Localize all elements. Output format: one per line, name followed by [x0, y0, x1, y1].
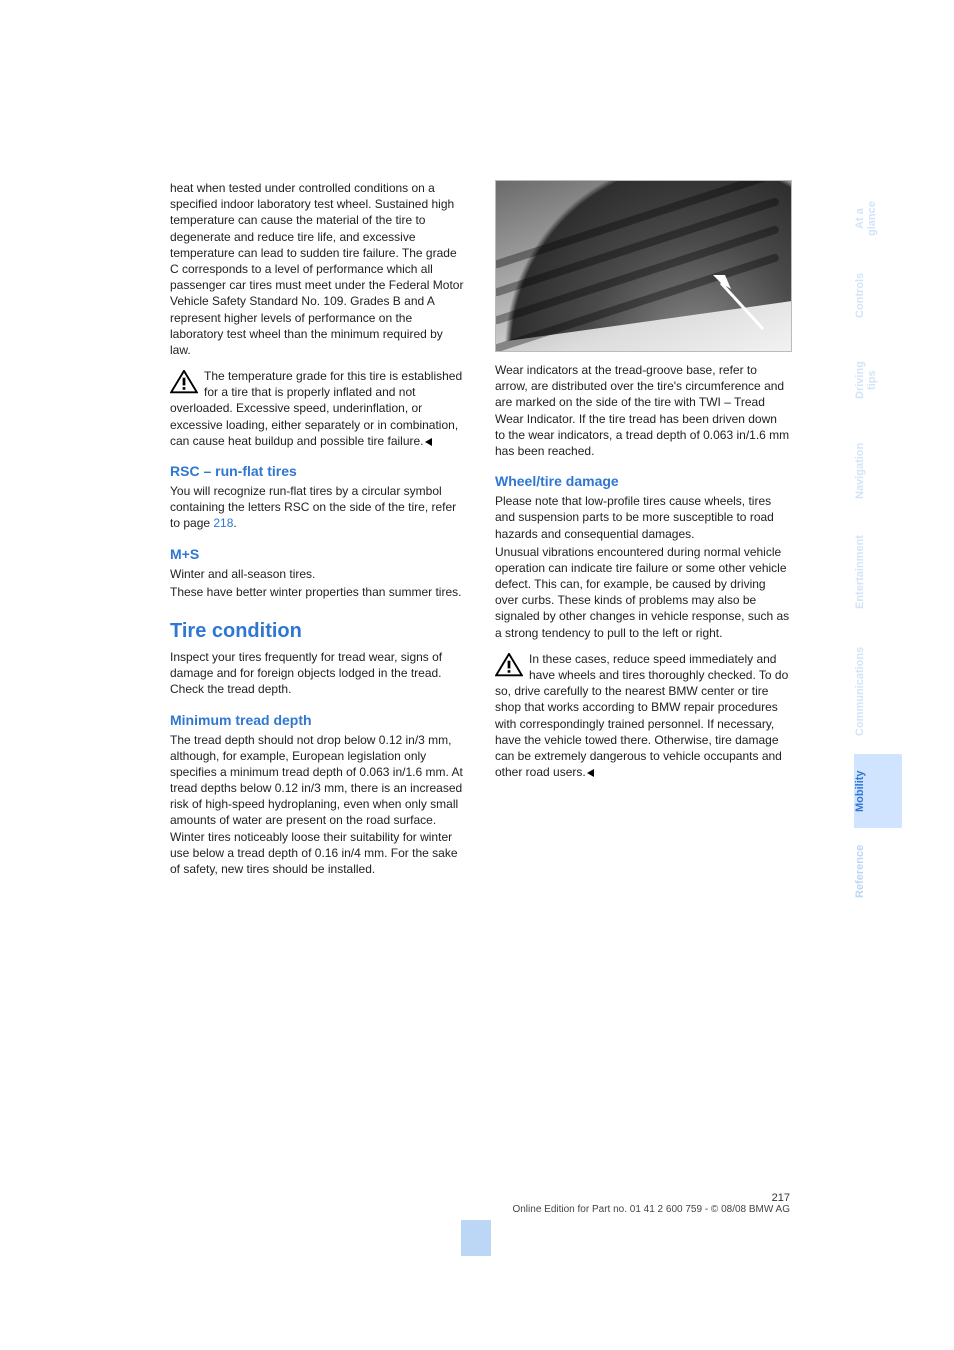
heading-ms: M+S — [170, 546, 465, 562]
heading-tire-condition: Tire condition — [170, 620, 465, 643]
para-wear-ind: Wear indicators at the tread-groove base… — [495, 362, 790, 459]
para-dmg2: Unusual vibrations encountered during no… — [495, 544, 790, 641]
warning-icon — [495, 653, 523, 677]
page: heat when tested under controlled condit… — [0, 0, 954, 1350]
heading-wheel-damage: Wheel/tire damage — [495, 473, 790, 489]
tab-communications[interactable]: Communications — [854, 628, 902, 754]
para-tc: Inspect your tires frequently for tread … — [170, 649, 465, 698]
tab-reference[interactable]: Reference — [854, 828, 902, 914]
tab-navigation[interactable]: Navigation — [854, 426, 902, 516]
tab-controls[interactable]: Controls — [854, 262, 902, 334]
tire-tread-image — [495, 180, 792, 352]
para-rsc-b: . — [233, 516, 236, 530]
para-heat: heat when tested under controlled condit… — [170, 180, 465, 358]
para-rsc: You will recognize run-flat tires by a c… — [170, 483, 465, 532]
footer-tab-marker — [461, 1220, 491, 1256]
content-columns: heat when tested under controlled condit… — [170, 180, 790, 879]
tab-at-a-glance[interactable]: At a glance — [854, 176, 902, 262]
para-ms2: These have better winter properties than… — [170, 584, 465, 600]
warning-reduce-speed: In these cases, reduce speed immediately… — [495, 651, 790, 781]
left-column: heat when tested under controlled condit… — [170, 180, 465, 879]
para-min-tread: The tread depth should not drop below 0.… — [170, 732, 465, 878]
end-marker-icon — [425, 438, 432, 446]
warning-text: In these cases, reduce speed immediately… — [495, 652, 788, 779]
side-tabs: At a glance Controls Driving tips Naviga… — [854, 176, 902, 914]
warning-text: The temperature grade for this tire is e… — [170, 369, 462, 448]
heading-rsc: RSC – run-flat tires — [170, 463, 465, 479]
tab-driving-tips[interactable]: Driving tips — [854, 334, 902, 426]
heading-min-tread: Minimum tread depth — [170, 712, 465, 728]
tab-entertainment[interactable]: Entertainment — [854, 516, 902, 628]
para-ms1: Winter and all-season tires. — [170, 566, 465, 582]
arrow-indicator-icon — [703, 267, 773, 337]
para-dmg1: Please note that low-profile tires cause… — [495, 493, 790, 542]
warning-icon — [170, 370, 198, 394]
link-page-218[interactable]: 218 — [213, 516, 233, 530]
right-column: Wear indicators at the tread-groove base… — [495, 180, 790, 879]
tab-mobility[interactable]: Mobility — [854, 754, 902, 828]
page-number: 217 — [170, 1192, 790, 1204]
warning-temp-grade: The temperature grade for this tire is e… — [170, 368, 465, 449]
footer-line: Online Edition for Part no. 01 41 2 600 … — [170, 1204, 790, 1215]
end-marker-icon — [587, 769, 594, 777]
footer: 217 Online Edition for Part no. 01 41 2 … — [170, 1192, 790, 1215]
